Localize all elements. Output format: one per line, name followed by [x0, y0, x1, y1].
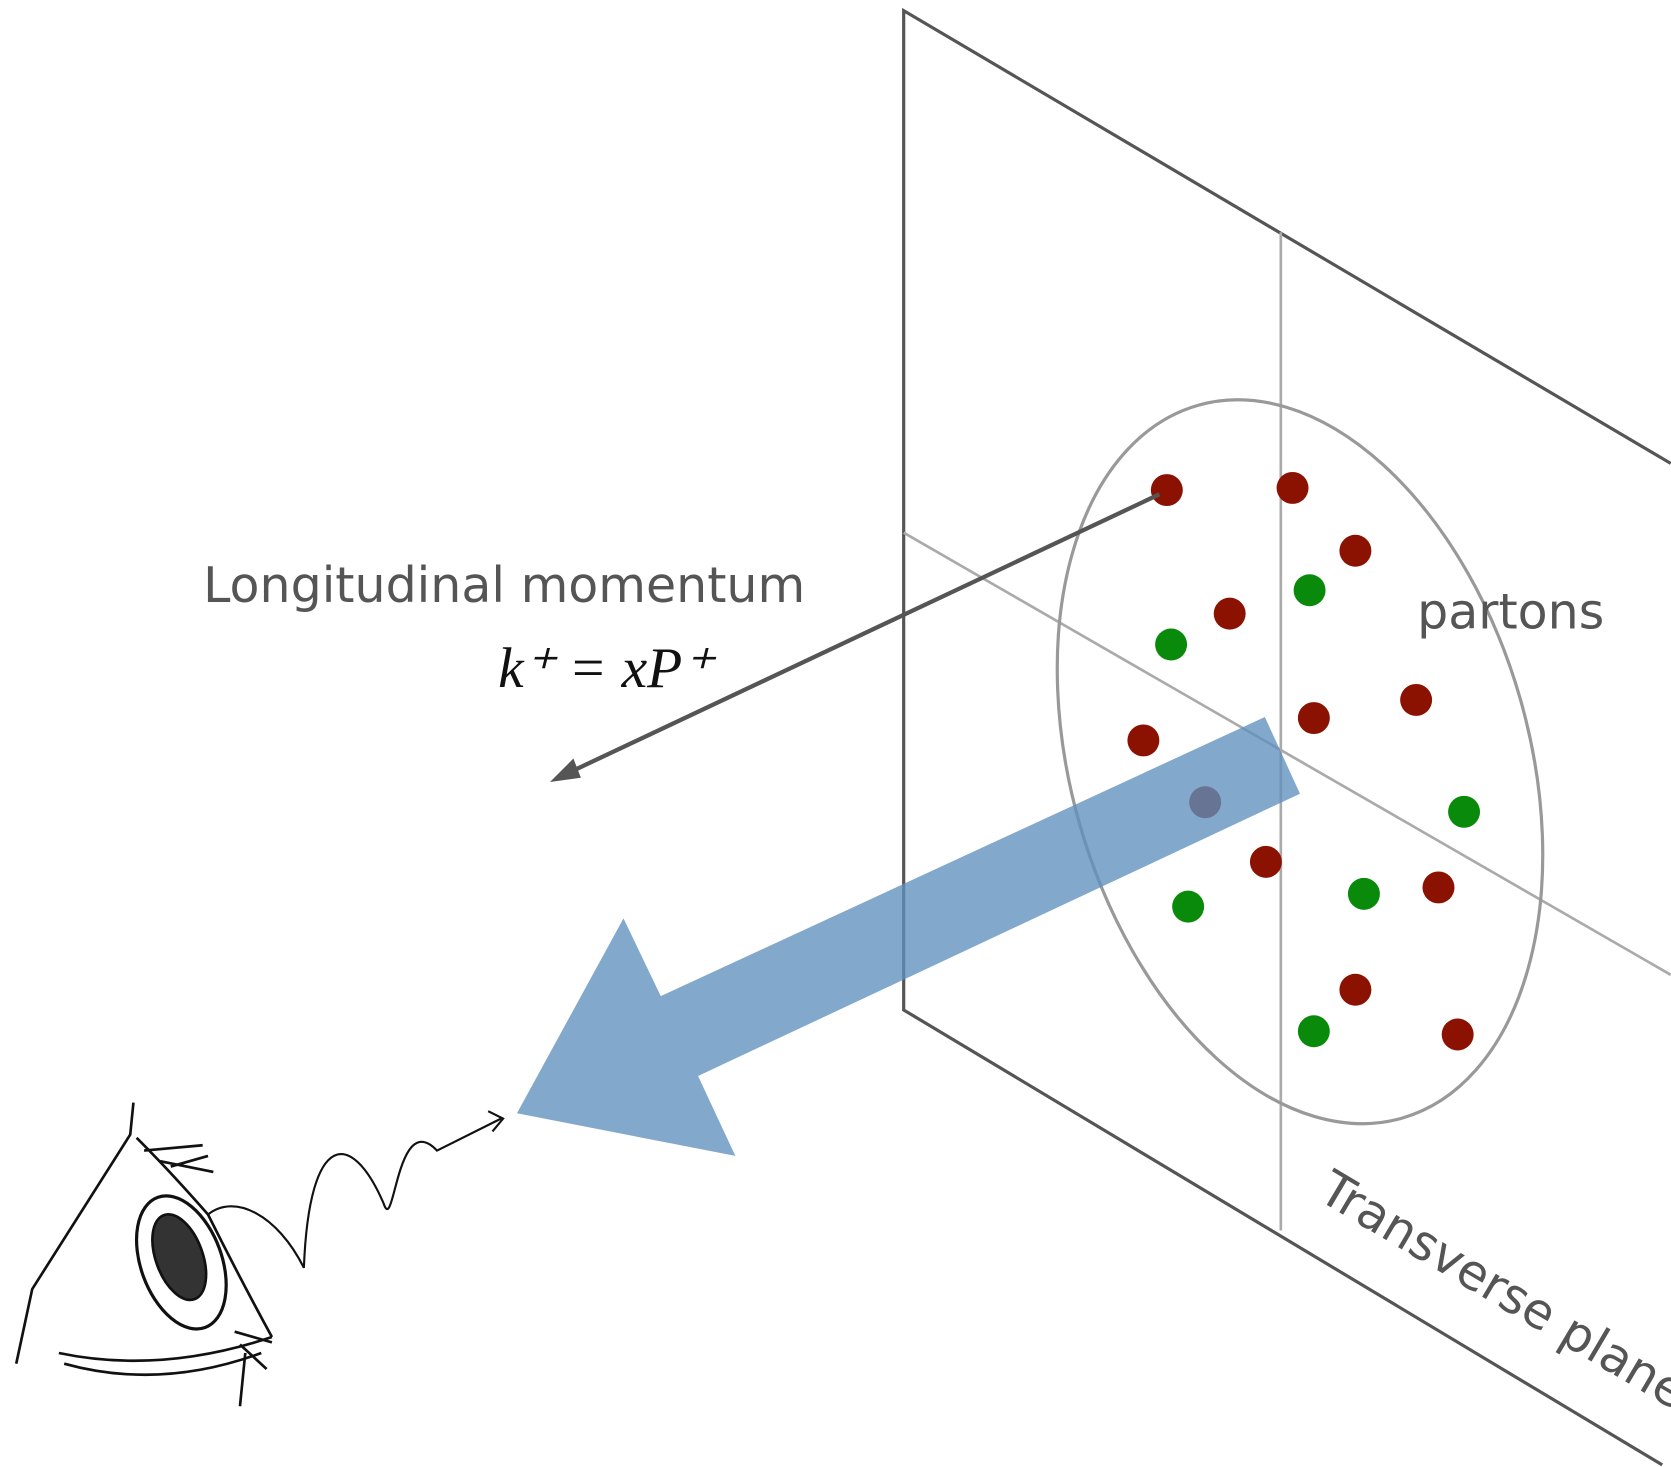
view-arrow: [517, 717, 1300, 1156]
diagram: Longitudinal momentum k⁺ = xP⁺ partons T…: [0, 0, 1671, 1467]
eye: [16, 1103, 503, 1407]
plane: [904, 11, 1671, 1465]
longitudinal-label: Longitudinal momentum: [203, 557, 805, 614]
page: {"labels":{"longitudinal":"Longitudinal …: [0, 0, 1671, 1467]
formula: k⁺ = xP⁺: [498, 637, 717, 700]
partons-label: partons: [1417, 584, 1604, 641]
transverse-label: Transverse plane: [1309, 1159, 1671, 1420]
